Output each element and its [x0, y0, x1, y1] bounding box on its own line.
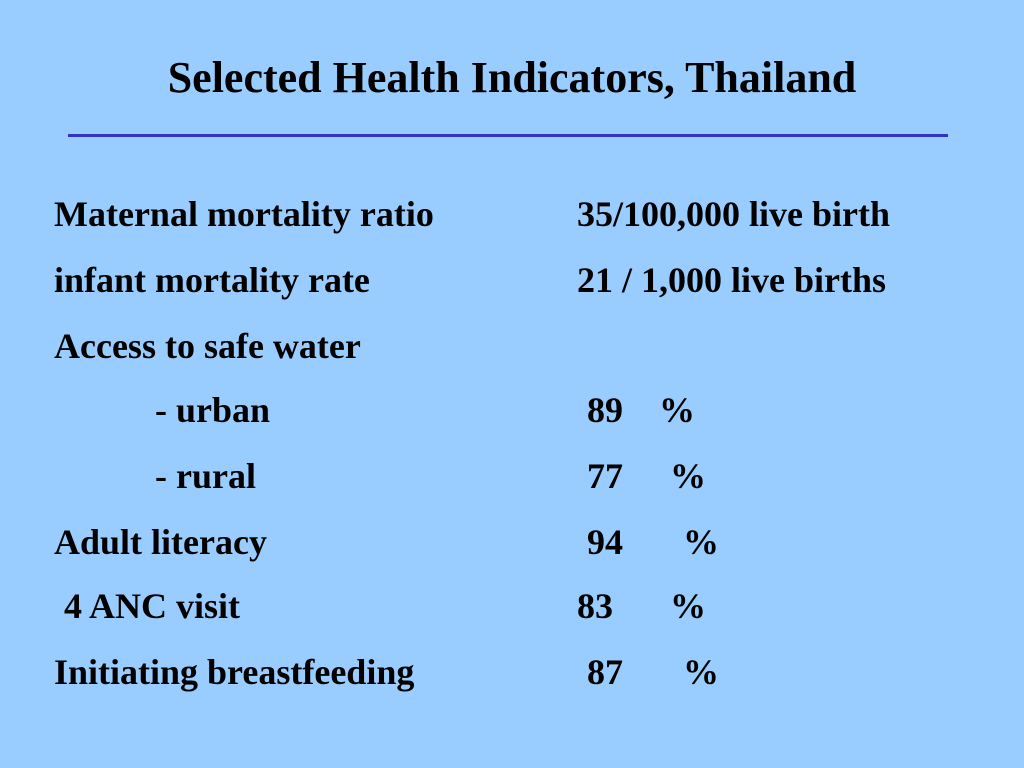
indicator-value: 89 [587, 390, 623, 430]
indicator-row-safe-water: Access to safe water [0, 320, 1024, 372]
indicator-value: 94 [587, 522, 623, 562]
indicator-unit: % [670, 456, 706, 496]
indicator-value: 83 [577, 586, 613, 626]
indicator-label: infant mortality rate [54, 260, 370, 300]
indicator-row-anc-visit: 4 ANC visit 83 % [0, 580, 1024, 632]
indicator-unit: % [683, 522, 719, 562]
indicator-value: 87 [587, 652, 623, 692]
indicator-row-water-rural: - rural 77 % [0, 450, 1024, 502]
indicator-label: Initiating breastfeeding [54, 652, 415, 692]
indicator-value: 21 / 1,000 live births [577, 260, 887, 300]
indicator-label: Access to safe water [54, 326, 361, 366]
indicator-row-maternal-mortality: Maternal mortality ratio 35/100,000 live… [0, 188, 1024, 240]
indicator-unit: % [683, 652, 719, 692]
indicator-value: 35/100,000 live birth [577, 194, 890, 234]
indicator-label: Maternal mortality ratio [54, 194, 434, 234]
title-divider [68, 134, 948, 137]
indicator-row-infant-mortality: infant mortality rate 21 / 1,000 live bi… [0, 254, 1024, 306]
indicator-label: - urban [155, 390, 271, 430]
indicator-row-water-urban: - urban 89 % [0, 384, 1024, 436]
indicator-label: - rural [155, 456, 256, 496]
indicator-label: 4 ANC visit [64, 586, 241, 626]
indicator-label: Adult literacy [54, 522, 267, 562]
indicator-unit: % [670, 586, 706, 626]
slide-title: Selected Health Indicators, Thailand [167, 53, 857, 102]
indicator-value: 77 [587, 456, 623, 496]
indicator-row-breastfeeding: Initiating breastfeeding 87 % [0, 646, 1024, 698]
indicator-unit: % [659, 390, 695, 430]
indicator-row-adult-literacy: Adult literacy 94 % [0, 516, 1024, 568]
